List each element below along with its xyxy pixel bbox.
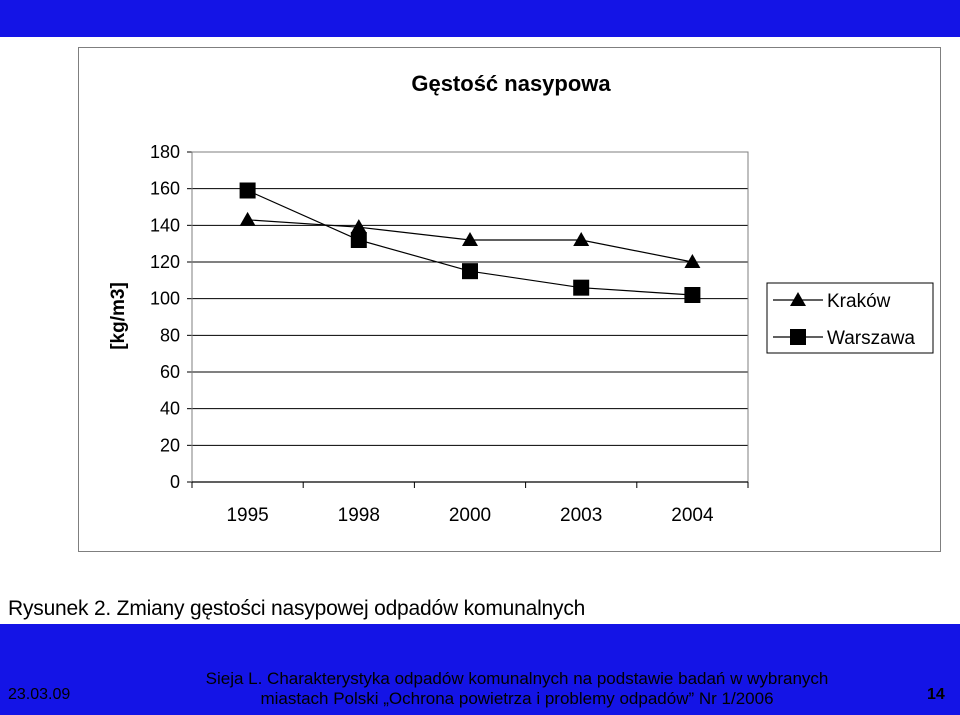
data-point-triangle <box>573 232 590 246</box>
data-point-square <box>684 287 701 303</box>
data-point-triangle <box>790 292 806 306</box>
y-tick-label: 100 <box>150 289 180 309</box>
chart-title: Gęstość nasypowa <box>411 71 611 96</box>
y-tick-label: 160 <box>150 179 180 199</box>
data-point-square <box>239 182 256 199</box>
data-point-square <box>462 263 478 280</box>
y-tick-label: 180 <box>150 142 180 162</box>
data-point-square <box>790 329 806 345</box>
chart-svg: Gęstość nasypowa [kg/m3] 0 20 40 60 80 100 120… <box>108 71 934 526</box>
x-tick-label: 2004 <box>671 505 714 526</box>
data-point-triangle <box>684 254 701 268</box>
y-tick-label: 120 <box>150 252 180 272</box>
y-tick-label: 60 <box>160 362 180 382</box>
y-tick-label: 0 <box>170 472 180 492</box>
plot-area <box>191 151 749 483</box>
top-bar <box>0 0 960 37</box>
data-point-square <box>573 279 590 296</box>
y-tick-label: 20 <box>160 435 180 455</box>
x-tick-label: 1998 <box>338 505 380 526</box>
y-tick-label: 40 <box>160 399 180 419</box>
x-tick-label: 2003 <box>560 505 602 526</box>
data-point-triangle <box>462 232 478 246</box>
x-tick-label: 1995 <box>226 505 268 526</box>
page-number: 14 <box>927 686 945 703</box>
y-tick-label: 80 <box>160 325 180 345</box>
data-point-square <box>350 232 367 248</box>
legend-label: Warszawa <box>827 328 915 349</box>
data-point-triangle <box>350 219 367 234</box>
footer-bar <box>0 624 960 715</box>
y-axis-label: [kg/m3] <box>108 282 129 350</box>
legend-label: Kraków <box>827 291 891 312</box>
footer-date: 23.03.09 <box>8 686 71 703</box>
y-tick-label: 140 <box>150 215 180 235</box>
x-tick-label: 2000 <box>449 505 491 526</box>
footer-source: Sieja L. Charakterystyka odpadów komunal… <box>205 669 829 708</box>
data-point-triangle <box>239 211 256 226</box>
chart-frame: Gęstość nasypowa [kg/m3] 0 20 40 60 80 100 120… <box>78 47 941 552</box>
figure-caption: Rysunek 2. Zmiany gęstości nasypowej odp… <box>8 597 586 620</box>
